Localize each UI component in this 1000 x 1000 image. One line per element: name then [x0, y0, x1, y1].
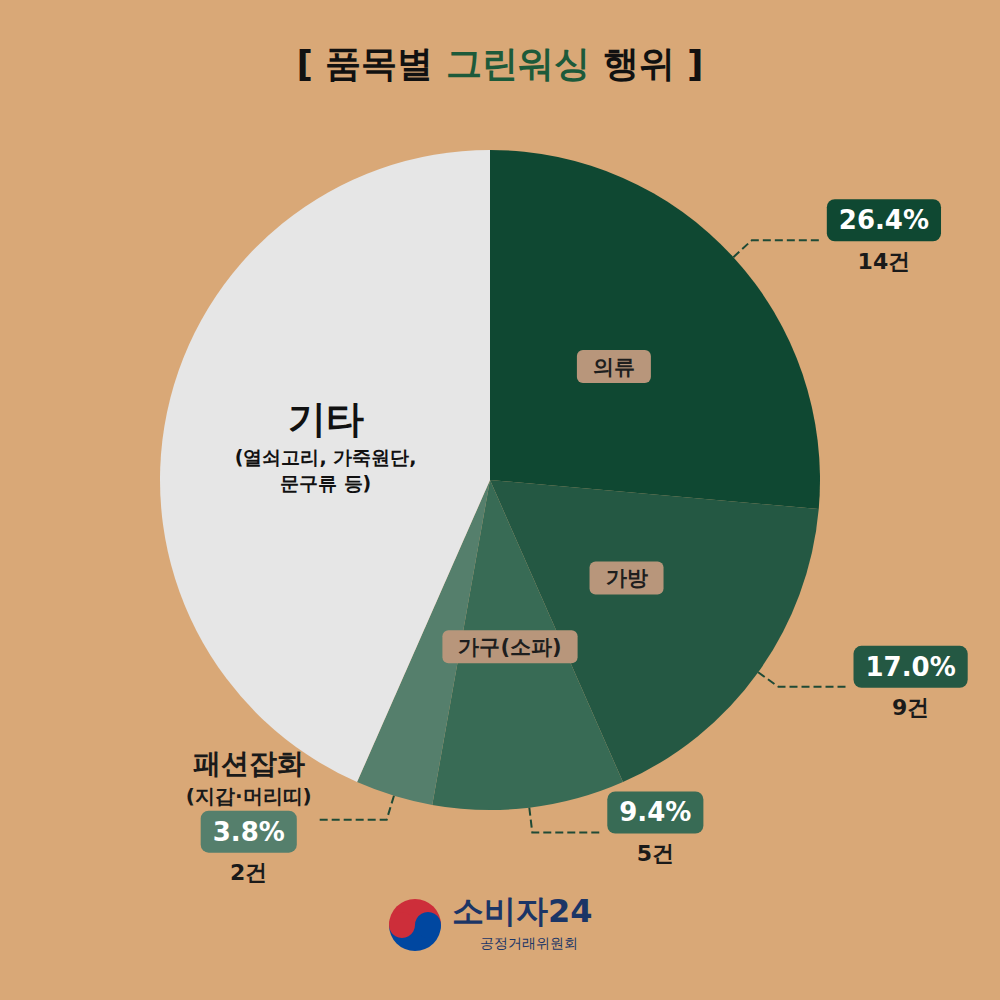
- svg-text:가구(소파): 가구(소파): [458, 635, 561, 659]
- svg-text:3.8%: 3.8%: [213, 817, 285, 847]
- svg-text:그린워싱: 그린워싱: [446, 43, 590, 84]
- svg-text:9건: 9건: [892, 695, 929, 720]
- svg-text:행위 ]: 행위 ]: [590, 43, 704, 84]
- svg-text:문구류 등): 문구류 등): [280, 472, 371, 494]
- svg-text:소비자24: 소비자24: [452, 892, 593, 930]
- svg-text:9.4%: 9.4%: [619, 797, 691, 827]
- svg-text:2건: 2건: [230, 860, 267, 885]
- svg-text:26.4%: 26.4%: [839, 205, 929, 235]
- svg-text:기타: 기타: [288, 397, 364, 441]
- svg-text:[ 품목별: [ 품목별: [296, 43, 446, 84]
- svg-text:(열쇠고리, 가죽원단,: (열쇠고리, 가죽원단,: [235, 446, 417, 468]
- svg-text:(지갑·머리띠): (지갑·머리띠): [186, 784, 312, 808]
- svg-text:14건: 14건: [858, 249, 911, 274]
- svg-text:패션잡화: 패션잡화: [193, 747, 305, 780]
- svg-text:5건: 5건: [637, 841, 674, 866]
- svg-text:17.0%: 17.0%: [866, 652, 956, 682]
- svg-text:공정거래위원회: 공정거래위원회: [480, 935, 578, 951]
- svg-text:가방: 가방: [606, 566, 648, 590]
- svg-text:의류: 의류: [593, 355, 635, 379]
